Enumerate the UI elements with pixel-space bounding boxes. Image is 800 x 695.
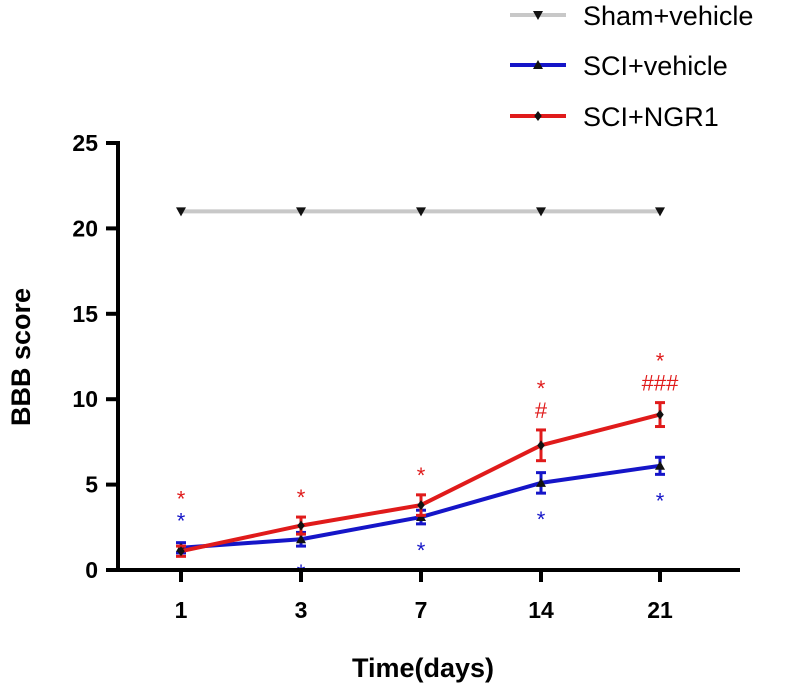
x-tick-label: 7 (415, 597, 428, 623)
x-tick-label: 21 (647, 597, 673, 623)
annotation-label: * (417, 463, 426, 488)
annotation-label: * (417, 538, 426, 563)
annotation-label: * (297, 485, 306, 510)
annotation-label: * (177, 487, 186, 512)
annotation-label: * (656, 488, 665, 513)
annotation-label: * (537, 376, 546, 401)
annotation-label: # (535, 398, 548, 423)
y-tick-label: 10 (72, 386, 98, 412)
data-point (177, 546, 185, 557)
y-tick-label: 25 (72, 130, 98, 156)
data-point (536, 477, 546, 487)
significance-annotations: ******#**###** (177, 349, 679, 585)
axes: 0 5 10 15 20 25 1 3 7 14 21 (72, 130, 740, 623)
y-tick-label: 5 (85, 472, 98, 498)
legend-label: SCI+vehicle (583, 51, 728, 81)
data-point (417, 500, 425, 511)
legend-marker (534, 111, 542, 121)
x-tick-label: 3 (295, 597, 308, 623)
y-axis-title: BBB score (6, 288, 36, 426)
x-tick-label: 14 (528, 597, 554, 623)
legend: Sham+vehicle SCI+vehicle SCI+NGR1 (510, 1, 753, 132)
y-tick-label: 0 (85, 557, 98, 583)
annotation-label: * (656, 349, 665, 374)
legend-marker (533, 11, 543, 20)
data-point (416, 207, 426, 217)
data-point (537, 440, 545, 451)
y-tick-label: 15 (72, 301, 98, 327)
plot-marks (176, 207, 665, 558)
data-point (296, 534, 306, 544)
data-point (655, 460, 665, 470)
annotation-label: ### (642, 371, 679, 396)
annotation-label: * (177, 509, 186, 534)
data-point (176, 207, 186, 217)
data-point (655, 207, 665, 217)
data-point (297, 520, 305, 531)
data-point (296, 207, 306, 217)
y-tick-label: 20 (72, 215, 98, 241)
x-tick-label: 1 (175, 597, 188, 623)
data-point (656, 409, 664, 420)
legend-marker (533, 60, 543, 69)
legend-label: SCI+NGR1 (583, 102, 719, 132)
x-axis-title: Time(days) (352, 653, 494, 683)
data-point (536, 207, 546, 217)
legend-label: Sham+vehicle (583, 1, 753, 31)
annotation-label: * (537, 507, 546, 532)
